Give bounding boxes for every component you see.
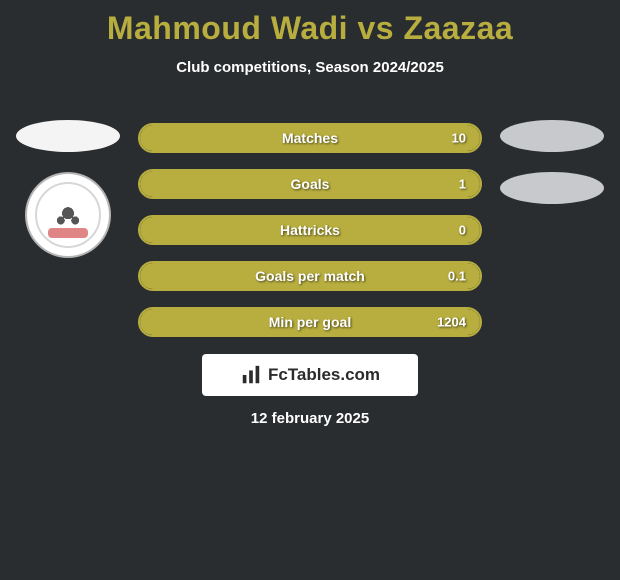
player-right-oval-1 bbox=[500, 120, 604, 152]
stat-bar-label: Goals per match bbox=[255, 268, 365, 284]
player-right-oval-2 bbox=[500, 172, 604, 204]
stats-bars: Matches 10 Goals 1 Hattricks 0 Goals per match… bbox=[138, 123, 482, 353]
stat-bar-label: Min per goal bbox=[269, 314, 351, 330]
stat-bar-label: Matches bbox=[282, 130, 338, 146]
player-right-column bbox=[492, 120, 612, 224]
stat-bar: Min per goal 1204 bbox=[138, 307, 482, 337]
page-title: Mahmoud Wadi vs Zaazaa bbox=[0, 0, 620, 47]
bar-chart-icon bbox=[240, 364, 262, 386]
stat-bar-label: Hattricks bbox=[280, 222, 340, 238]
stat-bar: Matches 10 bbox=[138, 123, 482, 153]
stat-bar: Goals 1 bbox=[138, 169, 482, 199]
stat-bar-value: 0 bbox=[459, 223, 466, 238]
club-emblem-icon bbox=[35, 182, 101, 248]
stat-bar: Hattricks 0 bbox=[138, 215, 482, 245]
snapshot-date: 12 february 2025 bbox=[251, 410, 369, 427]
stat-bar-label: Goals bbox=[291, 176, 330, 192]
brand-text: FcTables.com bbox=[268, 365, 380, 385]
stat-bar-value: 1204 bbox=[437, 315, 466, 330]
player-left-oval bbox=[16, 120, 120, 152]
player-left-column bbox=[8, 120, 128, 258]
stat-bar: Goals per match 0.1 bbox=[138, 261, 482, 291]
player-left-avatar bbox=[25, 172, 111, 258]
stat-bar-value: 1 bbox=[459, 177, 466, 192]
page-subtitle: Club competitions, Season 2024/2025 bbox=[0, 59, 620, 76]
stat-bar-value: 0.1 bbox=[448, 269, 466, 284]
brand-badge: FcTables.com bbox=[202, 354, 418, 396]
stat-bar-value: 10 bbox=[452, 131, 466, 146]
